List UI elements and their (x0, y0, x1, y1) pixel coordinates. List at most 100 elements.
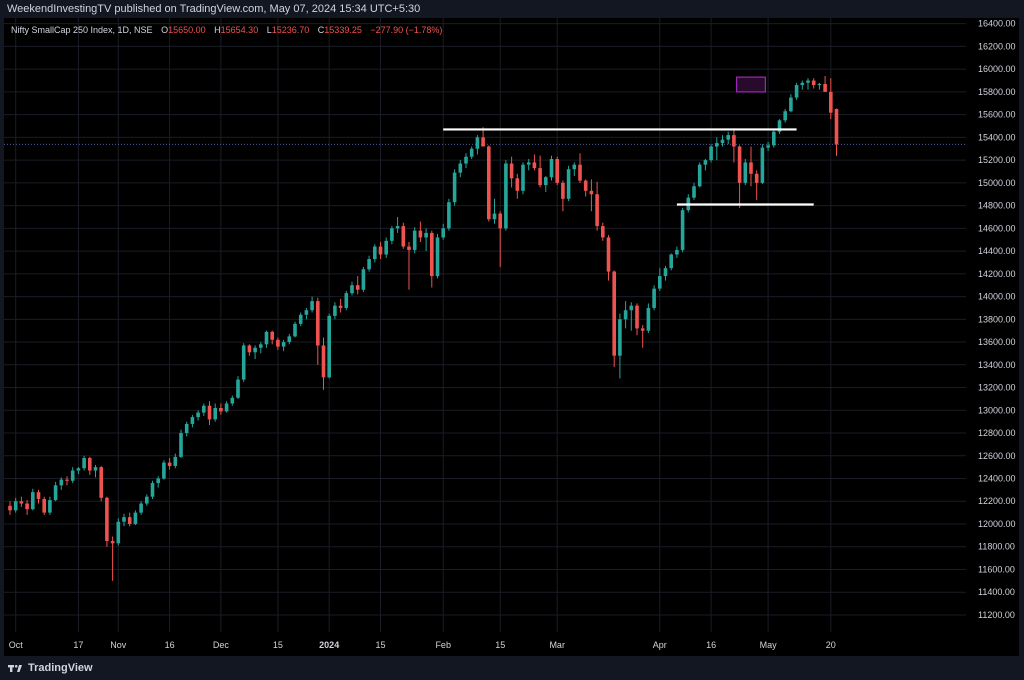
candle (116, 518, 121, 546)
candle (293, 321, 297, 338)
candle-body (772, 131, 776, 146)
candle (504, 160, 508, 231)
x-tick-label: 15 (273, 640, 283, 650)
candle (122, 513, 126, 527)
candle-body (760, 147, 765, 183)
candle-body (116, 521, 121, 544)
candle-body (281, 342, 286, 347)
y-tick-label: 13800.00 (978, 314, 1016, 324)
candle (458, 160, 463, 178)
candle (732, 128, 736, 163)
chart-panel[interactable]: 16400.00 16200.00 16000.00 15800.00 15600.00… (4, 18, 1019, 656)
candle-body (777, 120, 782, 132)
candle (196, 410, 200, 421)
candle-body (162, 462, 166, 479)
candle-body (253, 347, 257, 353)
annotations-group (443, 76, 814, 206)
candle (777, 119, 782, 134)
candle-body (430, 232, 434, 277)
candle-body (390, 228, 394, 241)
x-axis: Oct 17 Nov 16 Dec 15 2024 15 Feb 15 Mar Apr 16 May 20 (9, 640, 836, 650)
candle (583, 179, 588, 197)
candle (760, 144, 765, 185)
candle (492, 198, 497, 224)
candle (338, 298, 343, 313)
candle (190, 414, 195, 428)
candle (42, 496, 46, 515)
candle (623, 301, 628, 329)
candle-body (720, 139, 725, 144)
candle-body (367, 259, 371, 270)
candle (447, 198, 451, 231)
candle-body (646, 307, 651, 331)
candle (253, 345, 257, 360)
ohlc-legend: Nifty SmallCap 250 Index, 1D, NSE O15650… (11, 25, 442, 35)
candle-body (526, 162, 531, 165)
candle-body (789, 97, 793, 112)
y-axis: 16400.00 16200.00 16000.00 15800.00 15600.00… (978, 19, 1016, 620)
candle (829, 78, 833, 120)
candle-body (145, 496, 149, 504)
legend-open-label: O (161, 25, 168, 35)
candle-body (612, 271, 616, 356)
legend-high-label: H (214, 25, 221, 35)
candle-body (133, 512, 138, 524)
candle (390, 226, 394, 245)
candle (82, 455, 86, 471)
candle (612, 270, 616, 368)
candle-body (806, 80, 810, 83)
candle (76, 467, 81, 474)
candle-body (19, 501, 24, 504)
candle (726, 131, 730, 145)
candle (247, 344, 252, 356)
candle (487, 145, 491, 222)
candle-body (196, 412, 200, 418)
candle (184, 421, 189, 437)
candle (59, 477, 64, 490)
candle-body (743, 162, 748, 183)
candle (48, 496, 52, 515)
candle-body (766, 145, 770, 148)
candle (145, 494, 149, 506)
candle (344, 290, 349, 311)
candle-body (834, 108, 839, 145)
y-tick-label: 14600.00 (978, 223, 1016, 233)
candle (783, 108, 787, 123)
publisher-line: WeekendInvestingTV published on TradingV… (7, 3, 421, 15)
candle-body (344, 293, 349, 308)
candle-body (555, 158, 559, 183)
candle (401, 222, 406, 249)
candle (823, 75, 827, 92)
x-tick-label: 16 (165, 640, 175, 650)
candle-body (595, 194, 599, 227)
candle-body (42, 498, 46, 513)
candlestick-chart[interactable]: 16400.00 16200.00 16000.00 15800.00 15600.00… (4, 18, 1019, 656)
candle (25, 500, 29, 515)
candle (435, 234, 440, 279)
candle (418, 221, 423, 242)
candle-body (407, 246, 411, 250)
candle (532, 154, 537, 171)
candle-body (487, 146, 491, 220)
candle-body (452, 172, 457, 203)
candle-body (464, 156, 468, 164)
y-tick-label: 13400.00 (978, 360, 1016, 370)
candle (88, 456, 92, 476)
candle-body (184, 423, 189, 434)
x-tick-label: 20 (826, 640, 836, 650)
candle (469, 146, 474, 159)
candle (561, 180, 565, 212)
candle (720, 135, 725, 147)
candle (99, 465, 103, 502)
candle-body (350, 285, 354, 294)
candle-body (623, 310, 628, 320)
candle (663, 265, 668, 281)
candle (8, 501, 12, 515)
candle (298, 312, 303, 327)
candle (202, 403, 206, 416)
candle-body (566, 169, 571, 199)
y-tick-label: 12200.00 (978, 496, 1016, 506)
candle (515, 173, 520, 199)
candle-body (230, 397, 235, 404)
